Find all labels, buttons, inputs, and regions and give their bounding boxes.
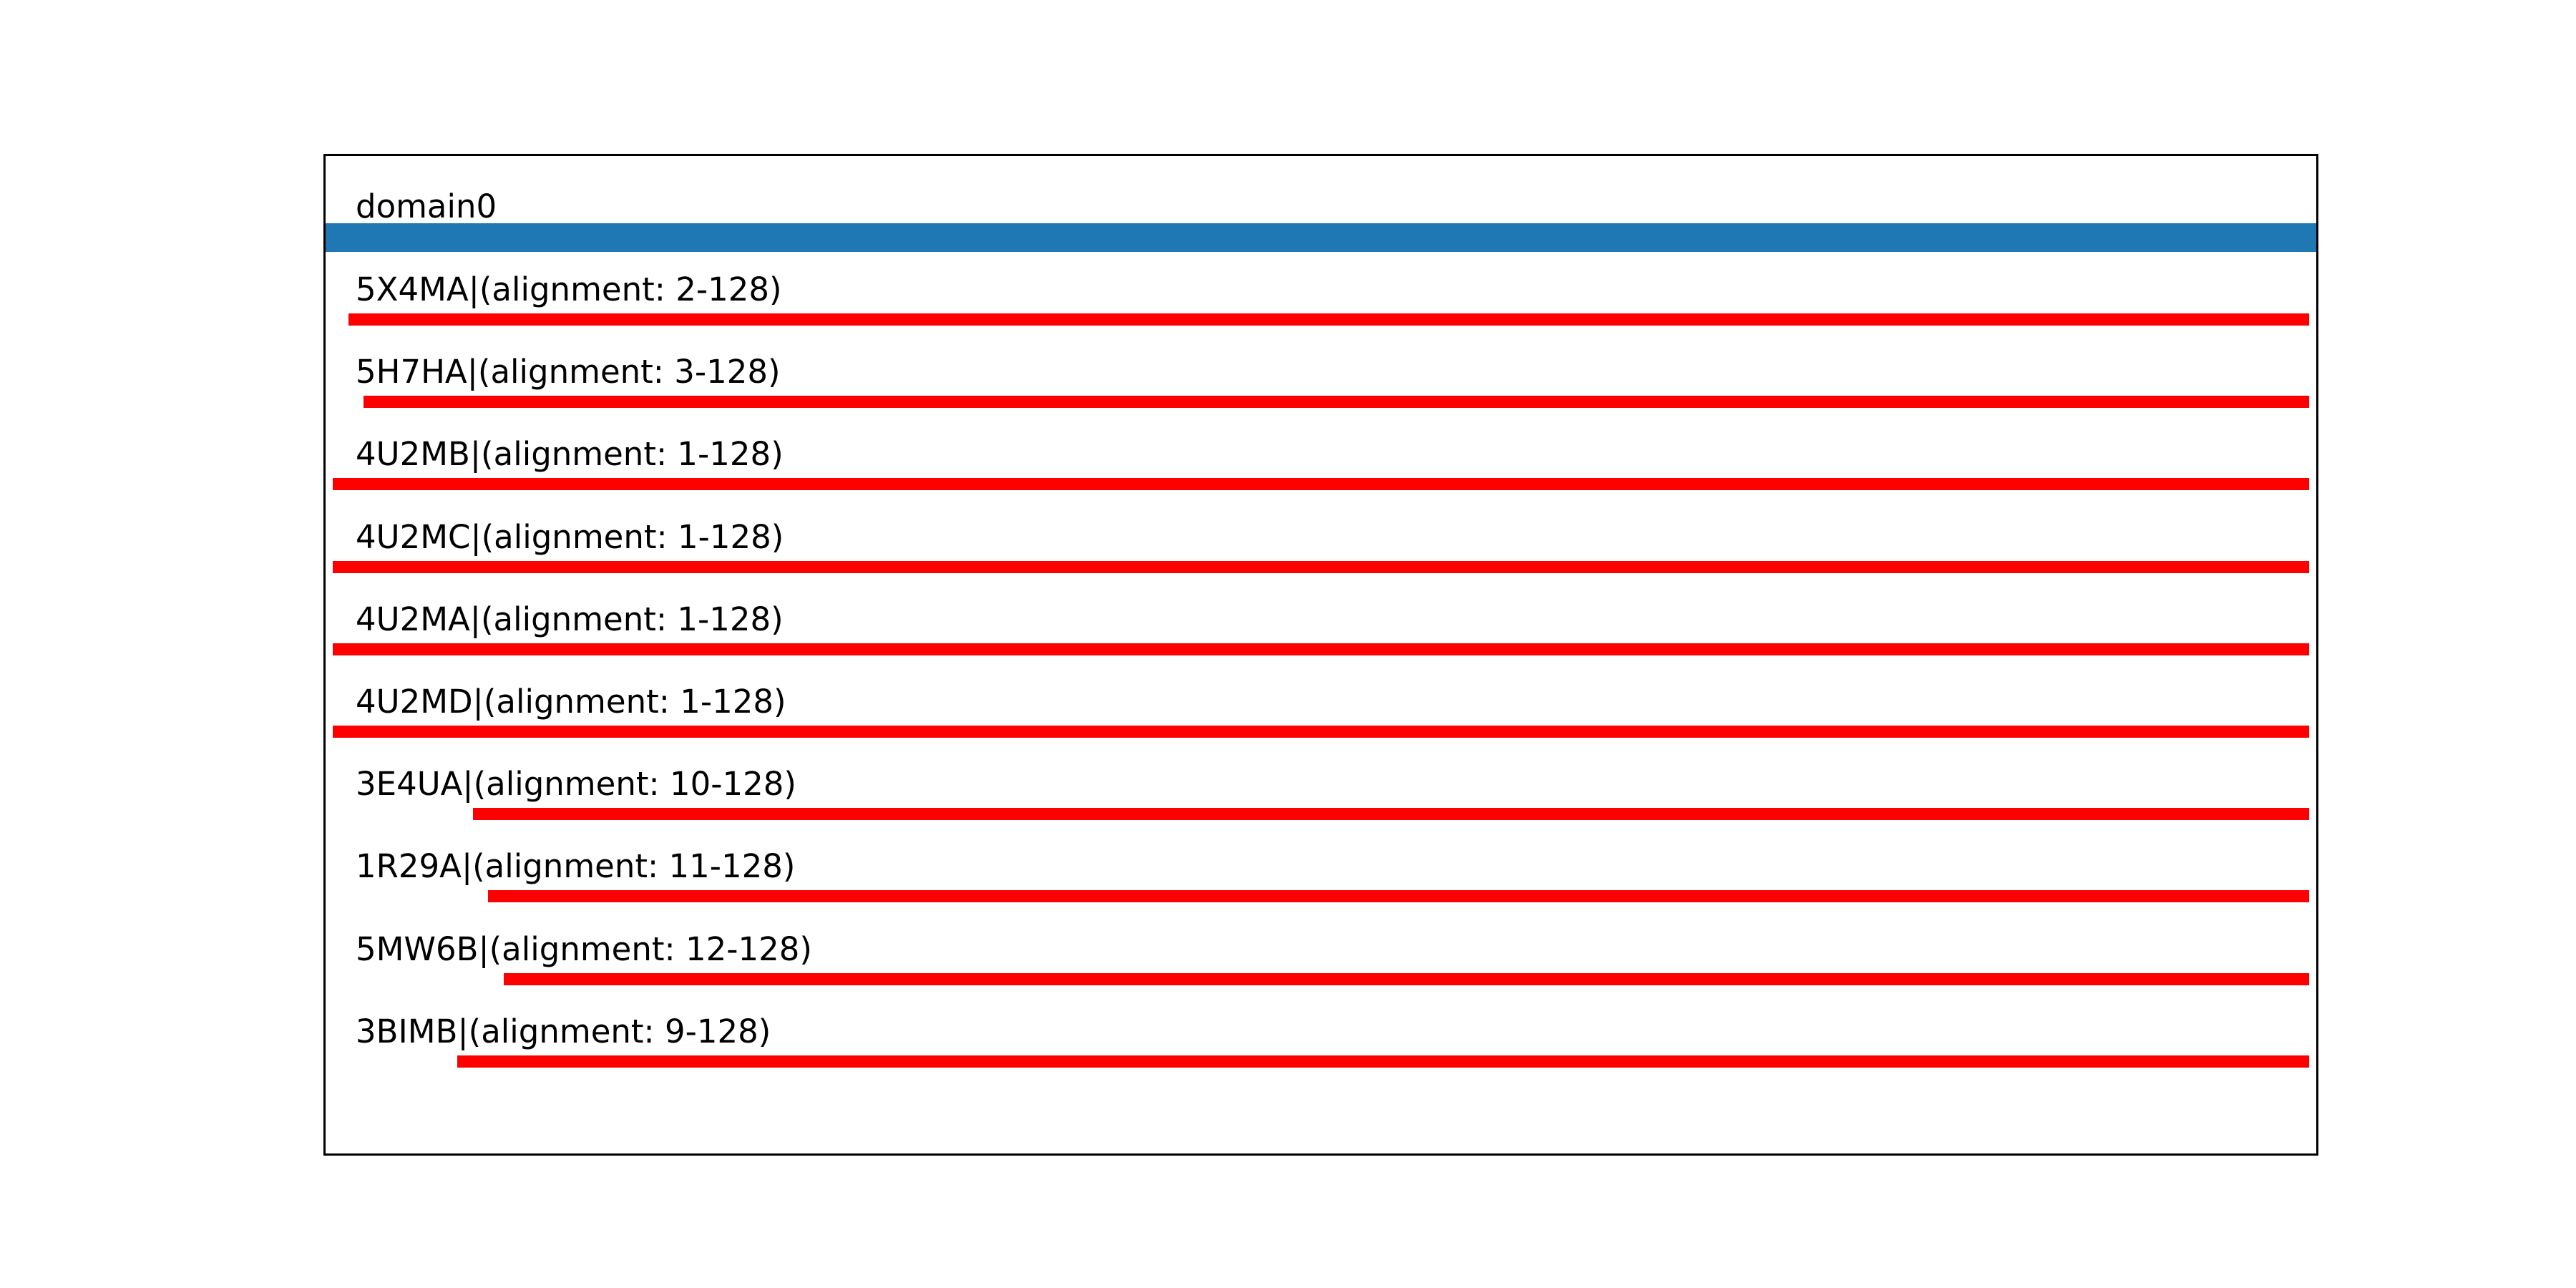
plot-area: domain0 5X4MA|(alignment: 2-128) 5H7HA|(a… (323, 154, 2318, 1156)
alignment-label: 5X4MA|(alignment: 2-128) (356, 270, 782, 308)
alignment-bar (348, 313, 2309, 326)
domain-track-bar (326, 223, 2316, 252)
alignment-bar (364, 396, 2309, 409)
alignment-label: 3BIMB|(alignment: 9-128) (356, 1012, 771, 1050)
alignment-label: 1R29A|(alignment: 11-128) (356, 847, 796, 886)
alignment-bar (333, 643, 2309, 655)
alignment-label: 4U2MD|(alignment: 1-128) (356, 683, 786, 721)
alignment-label: 3E4UA|(alignment: 10-128) (356, 765, 796, 804)
alignment-bar (504, 972, 2309, 985)
alignment-bar (488, 890, 2309, 903)
alignment-label: 4U2MC|(alignment: 1-128) (356, 517, 784, 556)
alignment-bar (457, 1055, 2309, 1068)
alignment-label: 5H7HA|(alignment: 3-128) (356, 353, 781, 391)
alignment-label: 4U2MB|(alignment: 1-128) (356, 435, 784, 474)
alignment-label: 4U2MA|(alignment: 1-128) (356, 600, 784, 638)
alignment-label: 5MW6B|(alignment: 12-128) (356, 930, 812, 968)
alignment-bar (333, 560, 2309, 573)
alignment-bar (472, 808, 2309, 821)
domain-track-label: domain0 (356, 187, 497, 225)
alignment-bar (333, 726, 2309, 738)
alignment-bar (333, 478, 2309, 491)
